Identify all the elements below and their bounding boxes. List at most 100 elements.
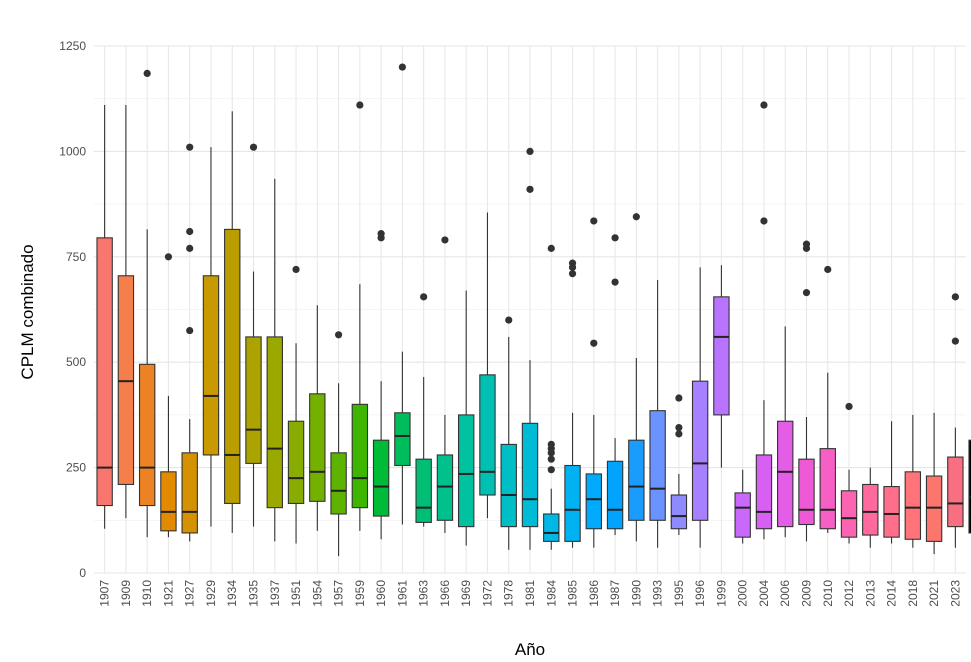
box-rect: [224, 228, 241, 504]
box-2013: [862, 467, 879, 548]
box-2004: [755, 101, 773, 540]
box-rect: [904, 471, 922, 540]
box-rect: [713, 296, 730, 416]
box-1969: [457, 290, 475, 546]
box-1993: [649, 279, 666, 548]
box-rect: [415, 458, 432, 523]
x-tick-label: 1995: [672, 580, 686, 607]
x-tick-label: 1959: [353, 580, 367, 607]
box-rect: [117, 275, 135, 486]
outlier-point: [164, 253, 173, 261]
box-rect: [330, 452, 347, 515]
box-1910: [138, 69, 156, 538]
boxes-layer: [96, 63, 971, 557]
box-rect: [96, 237, 113, 507]
box-rect: [479, 374, 496, 496]
box-rect: [500, 443, 517, 528]
x-tick-label: 2013: [863, 580, 877, 607]
y-tick-label: 250: [66, 461, 86, 475]
x-tick-label: 1960: [374, 580, 388, 607]
y-tick-label: 750: [66, 250, 86, 264]
box-1951: [287, 265, 305, 544]
box-2021: [925, 412, 943, 555]
x-tick-label: 2012: [842, 580, 856, 607]
box-1995: [670, 394, 688, 536]
outlier-point: [143, 69, 151, 78]
y-tick-label: 1000: [59, 144, 86, 158]
x-tick-label: 1990: [629, 580, 643, 607]
box-rect: [202, 275, 220, 456]
box-2006: [777, 326, 794, 538]
outlier-point: [802, 244, 811, 252]
box-rect: [628, 439, 645, 521]
box-rect: [266, 336, 283, 509]
box-rect: [819, 448, 836, 530]
outlier-point: [590, 217, 598, 225]
x-tick-label: 1929: [204, 580, 218, 607]
box-2014: [883, 421, 900, 544]
x-tick-label: 2014: [885, 580, 899, 607]
x-tick-label: 1909: [119, 580, 133, 607]
box-rect: [457, 414, 475, 528]
y-tick-label: 0: [79, 566, 86, 580]
outlier-point: [760, 101, 768, 109]
box-2012: [840, 402, 858, 544]
box-1927: [181, 143, 198, 542]
box-1957: [330, 331, 347, 557]
x-tick-label: 2010: [821, 580, 835, 607]
outlier-point: [547, 244, 555, 252]
box-1937: [266, 178, 283, 542]
x-tick-label: 1910: [140, 580, 154, 607]
box-rect: [670, 494, 688, 530]
box-1934: [224, 111, 241, 533]
outlier-point: [186, 244, 194, 252]
x-tick-label: 1987: [608, 580, 622, 607]
y-axis-tick-labels: 0 250 500 750 1000 1250: [59, 39, 86, 580]
outlier-point: [526, 147, 534, 155]
box-1978: [500, 316, 517, 550]
outlier-point: [292, 265, 300, 274]
box-rect: [436, 454, 454, 521]
box-rect: [798, 458, 815, 526]
x-axis-title: Año: [515, 640, 545, 659]
outlier-point: [441, 236, 449, 244]
outlier-point: [611, 278, 619, 286]
box-rect: [925, 475, 943, 542]
box-rect: [543, 513, 560, 542]
x-tick-label: 1986: [587, 580, 601, 607]
x-tick-label: 1966: [438, 580, 452, 607]
x-tick-label: 1927: [183, 580, 197, 607]
box-2018: [904, 414, 922, 548]
x-tick-label: 1984: [544, 580, 558, 607]
x-tick-label: 2018: [906, 580, 920, 607]
x-tick-label: 1954: [310, 580, 324, 607]
box-undefined: [968, 439, 971, 534]
x-axis-tick-labels: 1907 1909 1910 1921 1927 1929 1934 1935 1937 1951…: [98, 580, 963, 607]
box-1963: [415, 293, 432, 527]
outlier-point: [951, 337, 959, 345]
y-tick-label: 1250: [59, 39, 86, 53]
box-1961: [394, 63, 411, 525]
box-1909: [117, 105, 135, 519]
y-tick-label: 500: [66, 355, 86, 369]
x-tick-label: 1907: [98, 580, 112, 607]
box-rect: [968, 439, 971, 534]
box-1966: [436, 236, 454, 533]
x-tick-label: 1972: [480, 580, 494, 607]
box-rect: [734, 492, 751, 538]
x-tick-label: 1957: [332, 580, 346, 607]
box-rect: [160, 471, 177, 532]
box-rect: [691, 380, 709, 521]
x-tick-label: 1985: [566, 580, 580, 607]
x-tick-label: 2006: [778, 580, 792, 607]
box-rect: [755, 454, 773, 530]
box-rect: [372, 439, 390, 517]
outlier-point: [675, 394, 683, 402]
box-1986: [585, 217, 603, 548]
x-tick-label: 1935: [247, 580, 261, 607]
x-tick-label: 1921: [161, 580, 175, 607]
box-rect: [351, 403, 369, 509]
x-tick-label: 1993: [651, 580, 665, 607]
outlier-point: [845, 402, 853, 411]
outlier-point: [334, 331, 343, 339]
